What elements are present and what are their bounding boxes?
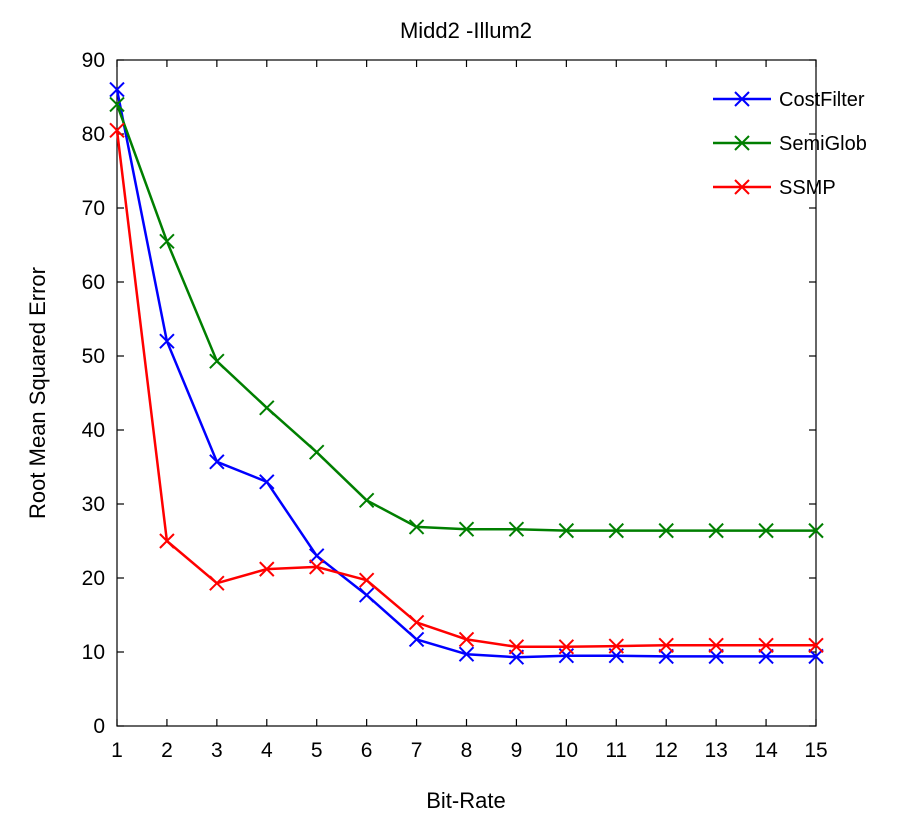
data-point-ssmp bbox=[309, 559, 325, 575]
y-tick-label: 10 bbox=[82, 641, 105, 664]
x-tick-label: 8 bbox=[461, 739, 473, 762]
data-point-semiglob bbox=[159, 233, 175, 250]
data-point-ssmp bbox=[508, 639, 525, 655]
x-tick-label: 12 bbox=[655, 739, 678, 762]
x-tick-label: 11 bbox=[605, 739, 627, 762]
y-tick-label: 0 bbox=[93, 715, 105, 738]
series-semiglob bbox=[109, 96, 824, 539]
series-costfilter bbox=[109, 81, 824, 665]
legend-label: CostFilter bbox=[779, 89, 865, 111]
x-tick-label: 3 bbox=[211, 739, 223, 762]
data-point-semiglob bbox=[658, 522, 674, 539]
data-point-ssmp bbox=[259, 561, 275, 577]
chart-title: Midd2 -Illum2 bbox=[400, 18, 532, 43]
series-ssmp bbox=[109, 122, 824, 655]
x-tick-label: 14 bbox=[754, 739, 778, 762]
y-tick-label: 40 bbox=[82, 419, 105, 442]
legend-label: SemiGlob bbox=[779, 133, 867, 155]
legend-item-costfilter: CostFilter bbox=[713, 89, 865, 111]
y-axis-label: Root Mean Squared Error bbox=[25, 267, 50, 519]
legend-item-semiglob: SemiGlob bbox=[713, 133, 867, 155]
data-point-costfilter bbox=[159, 333, 175, 349]
data-point-semiglob bbox=[508, 521, 525, 537]
y-tick-label: 60 bbox=[82, 271, 105, 294]
data-point-semiglob bbox=[708, 522, 724, 539]
data-point-costfilter bbox=[309, 548, 325, 564]
legend: CostFilter SemiGlob SSMP bbox=[713, 89, 867, 199]
data-point-costfilter bbox=[259, 474, 275, 490]
data-point-costfilter bbox=[458, 646, 475, 662]
data-point-semiglob bbox=[608, 522, 624, 539]
data-point-semiglob bbox=[758, 522, 774, 539]
data-point-costfilter bbox=[358, 587, 375, 603]
data-point-ssmp bbox=[608, 638, 624, 654]
legend-label: SSMP bbox=[779, 177, 836, 199]
x-tick-label: 2 bbox=[161, 739, 173, 762]
data-point-semiglob bbox=[358, 492, 375, 509]
data-point-ssmp bbox=[159, 533, 175, 549]
data-point-semiglob bbox=[209, 353, 225, 369]
data-point-costfilter bbox=[658, 648, 674, 665]
data-point-ssmp bbox=[708, 637, 724, 654]
data-point-semiglob bbox=[408, 519, 425, 535]
legend-marker bbox=[734, 91, 750, 107]
data-point-ssmp bbox=[109, 122, 125, 139]
x-tick-label: 1 bbox=[111, 739, 123, 762]
x-tick-label: 4 bbox=[261, 739, 273, 762]
data-point-ssmp bbox=[358, 572, 375, 588]
data-point-semiglob bbox=[259, 400, 275, 416]
x-tick-label: 5 bbox=[311, 739, 323, 762]
y-tick-label: 70 bbox=[82, 197, 105, 220]
legend-marker bbox=[734, 135, 750, 151]
data-point-semiglob bbox=[458, 521, 475, 537]
x-tick-label: 7 bbox=[411, 739, 423, 762]
y-tick-label: 50 bbox=[82, 345, 105, 368]
data-point-ssmp bbox=[658, 637, 674, 654]
x-tick-label: 9 bbox=[511, 739, 523, 762]
data-point-semiglob bbox=[109, 96, 125, 113]
data-point-ssmp bbox=[558, 639, 575, 655]
data-point-semiglob bbox=[558, 522, 575, 539]
y-tick-label: 20 bbox=[82, 567, 105, 590]
data-point-ssmp bbox=[408, 614, 425, 631]
legend-item-ssmp: SSMP bbox=[713, 177, 836, 199]
data-point-costfilter bbox=[758, 648, 774, 665]
data-point-ssmp bbox=[209, 575, 225, 591]
data-point-costfilter bbox=[808, 648, 824, 665]
data-point-costfilter bbox=[408, 631, 425, 648]
x-tick-label: 6 bbox=[361, 739, 373, 762]
x-axis-label: Bit-Rate bbox=[426, 788, 505, 813]
y-tick-label: 90 bbox=[82, 49, 105, 72]
x-tick-label: 15 bbox=[804, 739, 827, 762]
data-point-semiglob bbox=[808, 522, 824, 539]
legend-marker bbox=[734, 179, 750, 195]
data-point-ssmp bbox=[808, 637, 824, 654]
y-tick-label: 30 bbox=[82, 493, 105, 516]
data-point-semiglob bbox=[309, 444, 325, 460]
data-point-ssmp bbox=[458, 631, 475, 648]
data-point-costfilter bbox=[708, 648, 724, 665]
x-tick-label: 13 bbox=[704, 739, 727, 762]
series-layer bbox=[109, 81, 824, 665]
x-tick-label: 10 bbox=[555, 739, 578, 762]
y-tick-label: 80 bbox=[82, 123, 105, 146]
data-point-costfilter bbox=[109, 81, 125, 98]
data-point-costfilter bbox=[209, 454, 225, 470]
data-point-ssmp bbox=[758, 637, 774, 654]
